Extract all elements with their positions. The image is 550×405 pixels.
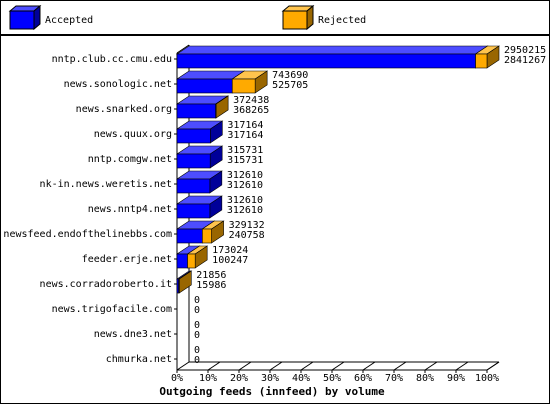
data-label: 315731 bbox=[227, 155, 263, 166]
bar bbox=[176, 53, 476, 69]
x-tick-label: 0% bbox=[171, 373, 183, 384]
data-label: 0 bbox=[194, 330, 200, 341]
x-tick bbox=[207, 361, 221, 371]
bar bbox=[176, 203, 211, 219]
x-tick bbox=[486, 361, 500, 371]
bar bbox=[176, 178, 211, 194]
x-tick-label: 40% bbox=[292, 373, 310, 384]
y-tick-label: news.quux.org bbox=[94, 129, 172, 140]
data-label: 15986 bbox=[196, 280, 226, 291]
data-label: 0 bbox=[194, 345, 200, 356]
y-tick-label: nntp.club.cc.cmu.edu bbox=[52, 54, 172, 65]
chart-title: Outgoing feeds (innfeed) by volume bbox=[159, 385, 385, 398]
x-tick-label: 20% bbox=[230, 373, 248, 384]
y-tick-label: news.trigofacile.com bbox=[52, 304, 172, 315]
bar bbox=[176, 228, 203, 244]
x-tick bbox=[393, 361, 407, 371]
y-tick-label: news.nntp4.net bbox=[88, 204, 172, 215]
y-tick-label: news.sonologic.net bbox=[64, 79, 172, 90]
bar bbox=[176, 153, 211, 169]
y-tick-label: news.corradoroberto.it bbox=[40, 279, 172, 290]
x-tick-label: 30% bbox=[261, 373, 279, 384]
data-label: 21856 bbox=[196, 270, 226, 281]
data-label: 317164 bbox=[227, 120, 263, 131]
x-tick bbox=[176, 361, 190, 371]
data-label: 372438 bbox=[233, 95, 269, 106]
x-tick bbox=[331, 361, 345, 371]
data-label: 0 bbox=[194, 295, 200, 306]
y-tick-label: news.dne3.net bbox=[94, 329, 172, 340]
x-tick-label: 10% bbox=[199, 373, 217, 384]
x-tick-label: 100% bbox=[475, 373, 499, 384]
bar bbox=[176, 78, 233, 94]
y-tick-label: newsfeed.endofthelinebbs.com bbox=[3, 229, 172, 240]
plot-frame bbox=[0, 35, 550, 404]
y-tick-label: nntp.comgw.net bbox=[88, 154, 172, 165]
bar bbox=[231, 78, 256, 94]
legend-label: Accepted bbox=[45, 15, 93, 26]
bar-top bbox=[176, 45, 489, 55]
data-label: 240758 bbox=[229, 230, 265, 241]
bar bbox=[176, 128, 211, 144]
data-label: 2841267 bbox=[504, 55, 546, 66]
data-label: 0 bbox=[194, 355, 200, 366]
legend-label: Rejected bbox=[318, 15, 366, 26]
data-label: 312610 bbox=[227, 205, 263, 216]
legend-swatch bbox=[282, 10, 308, 30]
bar bbox=[178, 278, 180, 294]
data-label: 368265 bbox=[233, 105, 269, 116]
legend-swatch bbox=[9, 10, 35, 30]
x-tick bbox=[455, 361, 469, 371]
data-label: 317164 bbox=[227, 130, 263, 141]
y-tick-label: nk-in.news.weretis.net bbox=[40, 179, 172, 190]
legend-box bbox=[0, 0, 550, 35]
y-tick-label: news.snarked.org bbox=[76, 104, 172, 115]
x-tick-label: 70% bbox=[385, 373, 403, 384]
data-label: 173024 bbox=[212, 245, 248, 256]
data-label: 2950215 bbox=[504, 45, 546, 56]
data-label: 0 bbox=[194, 320, 200, 331]
bar bbox=[176, 103, 216, 119]
x-tick-label: 90% bbox=[447, 373, 465, 384]
data-label: 525705 bbox=[272, 80, 308, 91]
bar bbox=[176, 253, 188, 269]
x-tick bbox=[300, 361, 314, 371]
bar bbox=[475, 53, 488, 69]
bar bbox=[187, 253, 196, 269]
x-tick bbox=[269, 361, 283, 371]
data-label: 315731 bbox=[227, 145, 263, 156]
x-tick-label: 60% bbox=[354, 373, 372, 384]
data-label: 329132 bbox=[229, 220, 265, 231]
y-tick-label: feeder.erje.net bbox=[82, 254, 172, 265]
data-label: 312610 bbox=[227, 170, 263, 181]
bar bbox=[201, 228, 212, 244]
x-tick-label: 80% bbox=[416, 373, 434, 384]
x-tick bbox=[238, 361, 252, 371]
x-tick bbox=[424, 361, 438, 371]
data-label: 100247 bbox=[212, 255, 248, 266]
data-label: 312610 bbox=[227, 180, 263, 191]
data-label: 312610 bbox=[227, 195, 263, 206]
axis-line bbox=[176, 44, 190, 54]
data-label: 743690 bbox=[272, 70, 308, 81]
y-tick-label: chmurka.net bbox=[106, 354, 172, 365]
x-tick bbox=[362, 361, 376, 371]
x-tick-label: 50% bbox=[323, 373, 341, 384]
data-label: 0 bbox=[194, 305, 200, 316]
